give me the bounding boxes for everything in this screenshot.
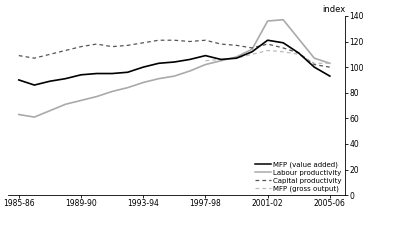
Legend: MFP (value added), Labour productivity, Capital productivity, MFP (gross output): MFP (value added), Labour productivity, …	[255, 162, 342, 192]
Text: index: index	[322, 5, 345, 14]
